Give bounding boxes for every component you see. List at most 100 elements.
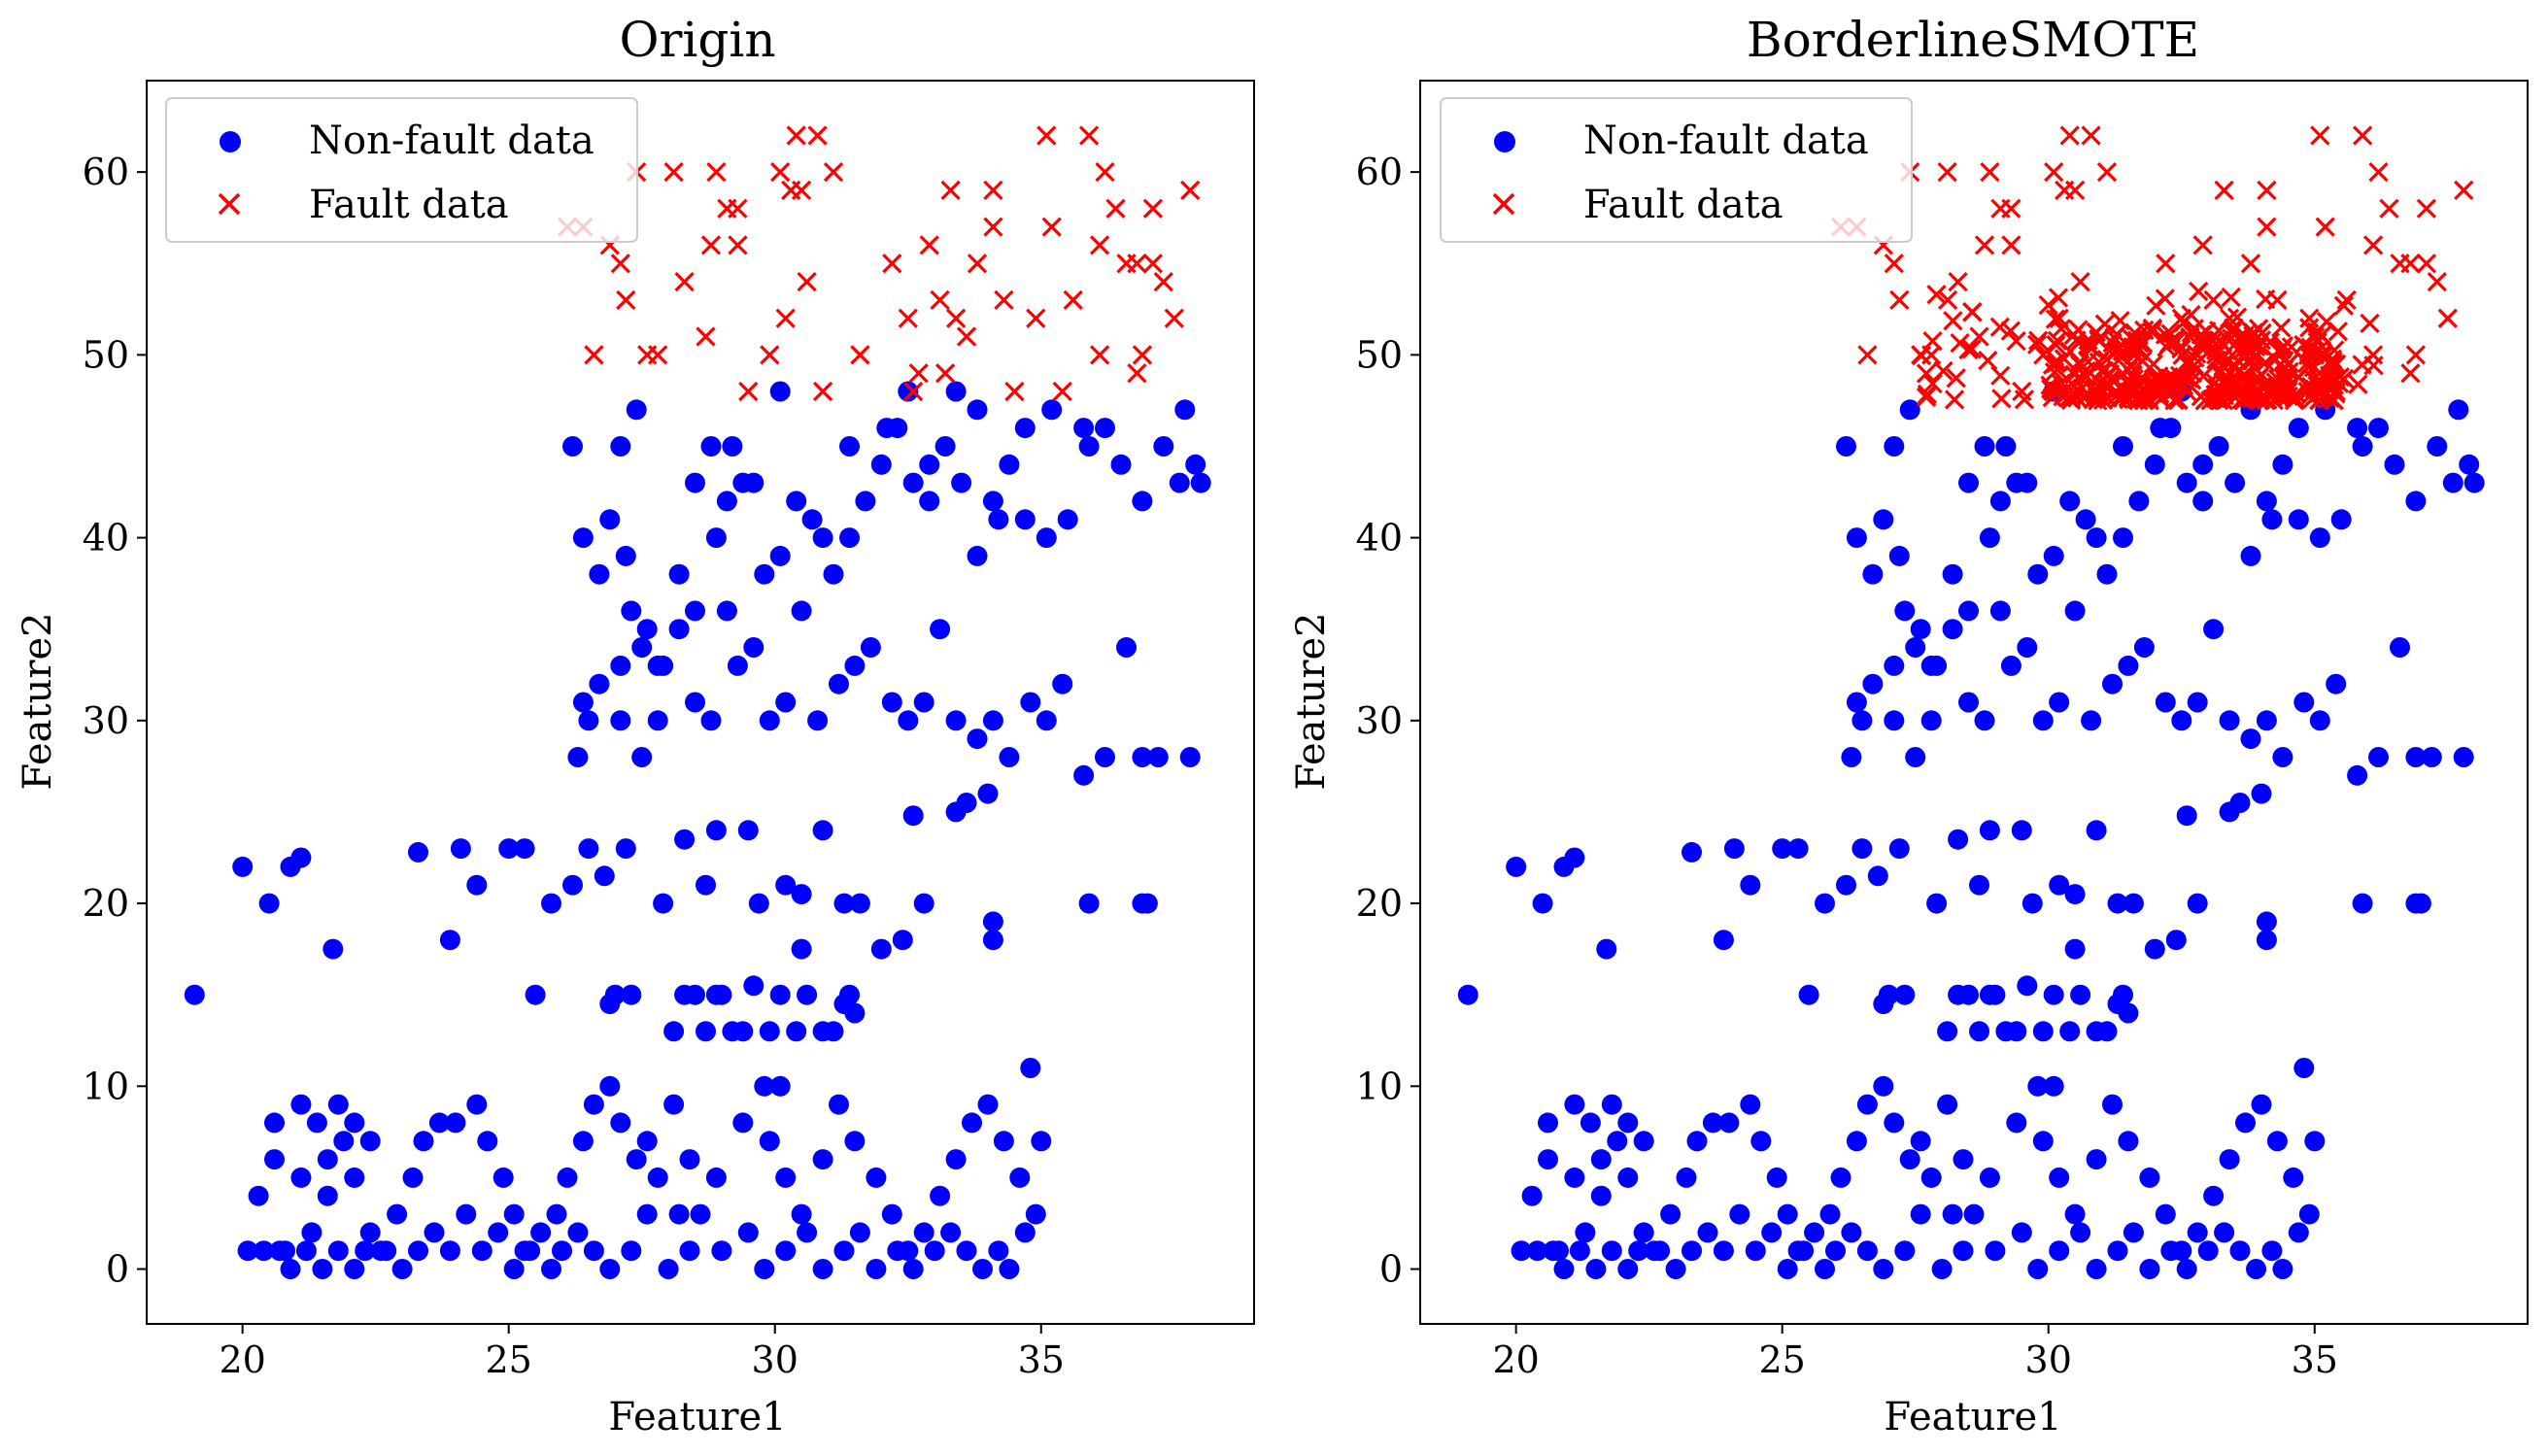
fault-point [983, 217, 1003, 237]
fault-point [2301, 354, 2322, 374]
fault-point [2142, 318, 2162, 339]
non-fault-point [1777, 1259, 1798, 1279]
non-fault-point [2102, 1094, 2123, 1115]
non-fault-point [913, 692, 934, 713]
non-fault-point [982, 710, 1003, 731]
fault-point [2192, 366, 2214, 387]
non-fault-point [1617, 1167, 1639, 1188]
non-fault-point [823, 1021, 844, 1042]
non-fault-point [1894, 600, 1916, 622]
x-tick-label: 30 [2025, 1338, 2072, 1381]
non-fault-point [1899, 1149, 1920, 1170]
non-fault-point [1841, 747, 1862, 767]
fault-point [2064, 180, 2086, 201]
non-fault-point [232, 856, 254, 877]
non-fault-point [1841, 1222, 1862, 1243]
fault-point [584, 345, 604, 365]
non-fault-point [924, 1240, 945, 1262]
fault-point [1153, 271, 1173, 292]
non-fault-point [359, 1222, 381, 1243]
legend: Non-fault data Fault data [165, 97, 638, 243]
non-fault-point [562, 874, 583, 896]
fault-point [1089, 235, 1110, 255]
non-fault-point [647, 1167, 668, 1188]
fault-point [2324, 389, 2344, 411]
non-fault-point [1766, 1167, 1787, 1188]
legend-marker-fault [1492, 192, 1515, 216]
non-fault-point [557, 1167, 578, 1188]
fault-point [791, 180, 812, 201]
fault-point [1916, 363, 1937, 384]
non-fault-point [2208, 436, 2229, 457]
non-fault-point [2266, 1131, 2288, 1152]
non-fault-point [844, 1131, 866, 1152]
non-fault-point [1014, 1222, 1036, 1243]
non-fault-point [1926, 655, 1948, 676]
non-fault-point [1078, 893, 1100, 914]
non-fault-point [1116, 637, 1137, 658]
non-fault-point [716, 600, 737, 622]
non-fault-point [1989, 600, 2011, 622]
non-fault-point [323, 938, 344, 960]
non-fault-point [1942, 619, 1963, 640]
y-axis-label: Feature2 [16, 612, 60, 790]
fault-point [1857, 345, 1878, 365]
non-fault-point [812, 1149, 833, 1170]
non-fault-point [685, 600, 705, 622]
non-fault-point [1014, 509, 1036, 530]
non-fault-point [1031, 1131, 1052, 1152]
fault-point [1961, 339, 1982, 359]
non-fault-point [866, 1167, 887, 1188]
non-fault-point [2192, 491, 2214, 512]
non-fault-point [967, 728, 988, 750]
x-tick-label: 35 [1018, 1338, 1065, 1381]
non-fault-point [743, 472, 764, 493]
fault-point [2360, 313, 2380, 334]
non-fault-point [1846, 1131, 1867, 1152]
legend: Non-fault data Fault data [1440, 97, 1913, 243]
non-fault-point [615, 838, 636, 860]
fault-point [2045, 309, 2066, 329]
non-fault-point [1979, 1167, 2000, 1188]
non-fault-point [2139, 1167, 2160, 1188]
fault-point [1004, 381, 1025, 402]
non-fault-point [977, 783, 999, 804]
non-fault-point [2064, 884, 2086, 905]
fault-point [1950, 332, 1970, 354]
fault-point [2044, 161, 2064, 183]
legend-label-fault: Fault data [309, 183, 509, 227]
fault-point [1974, 235, 1995, 255]
non-fault-point [711, 984, 732, 1005]
non-fault-point [919, 491, 940, 512]
non-fault-point [737, 820, 759, 841]
non-fault-point [333, 1131, 355, 1152]
non-fault-point [668, 619, 690, 640]
non-fault-point [514, 838, 535, 860]
non-fault-point [2049, 1240, 2070, 1262]
non-fault-point [1095, 747, 1115, 767]
fault-point [2241, 334, 2261, 355]
non-fault-point [1937, 1094, 1958, 1115]
non-fault-point [1937, 1021, 1958, 1042]
y-tick-label: 30 [83, 699, 129, 742]
fault-point [2056, 368, 2077, 389]
fault-point [2336, 289, 2357, 311]
non-fault-point [1873, 1259, 1894, 1279]
non-fault-point [754, 1075, 775, 1097]
non-fault-point [1457, 984, 1478, 1005]
non-fault-point [2326, 673, 2347, 694]
non-fault-point [2405, 893, 2427, 914]
non-fault-points [184, 381, 1211, 1279]
non-fault-point [839, 984, 860, 1005]
fault-point [2126, 330, 2148, 351]
non-fault-point [2043, 1075, 2064, 1097]
non-fault-point [1846, 692, 1867, 713]
non-fault-point [898, 710, 919, 731]
non-fault-point [769, 545, 791, 566]
non-fault-point [2442, 472, 2463, 493]
fault-point [2070, 271, 2090, 292]
chart-title: BorderlineSMOTE [1747, 12, 2199, 68]
non-fault-point [674, 829, 696, 850]
non-fault-point [1676, 1167, 1697, 1188]
non-fault-point [2118, 655, 2139, 676]
